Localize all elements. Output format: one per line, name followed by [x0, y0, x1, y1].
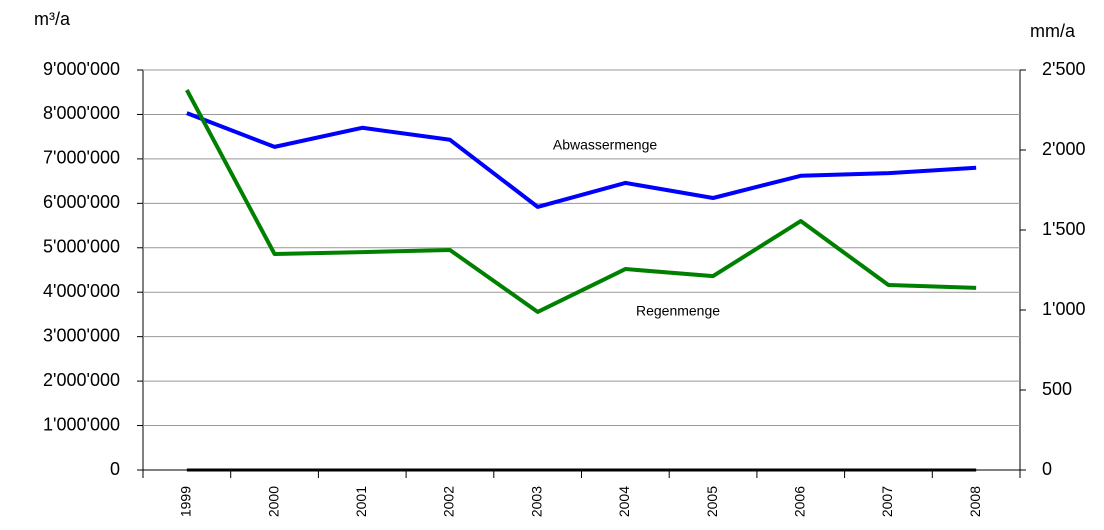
y-tick-label: 0 [110, 459, 120, 479]
x-tick-label: 2002 [441, 486, 457, 517]
x-tick-label: 2000 [265, 486, 281, 517]
y-tick-label: 3'000'000 [43, 325, 120, 345]
y-axis-label: m³/a [34, 9, 71, 29]
y-tick-label: 5'000'000 [43, 237, 120, 257]
y2-tick-label: 2'000 [1042, 139, 1085, 159]
series-line [186, 111, 977, 209]
x-tick-label: 2001 [353, 486, 369, 517]
series-line [185, 89, 977, 314]
y2-tick-label: 500 [1042, 379, 1072, 399]
x-tick-label: 2005 [704, 486, 720, 517]
x-tick-label: 2004 [616, 486, 632, 517]
y2-tick-label: 1'500 [1042, 219, 1085, 239]
x-tick-label: 2008 [967, 486, 983, 517]
y2-tick-label: 1'000 [1042, 299, 1085, 319]
y-tick-label: 7'000'000 [43, 148, 120, 168]
x-tick-label: 2006 [791, 486, 807, 517]
y-tick-label: 8'000'000 [43, 103, 120, 123]
series-label: Regenmenge [636, 303, 720, 319]
y-tick-label: 6'000'000 [43, 192, 120, 212]
y2-axis-label: mm/a [1030, 21, 1076, 41]
y-tick-label: 2'000'000 [43, 370, 120, 390]
x-tick-label: 1999 [178, 486, 194, 517]
y2-tick-label: 2'500 [1042, 59, 1085, 79]
y-tick-label: 9'000'000 [43, 59, 120, 79]
series-label: Abwassermenge [553, 137, 657, 153]
y2-tick-label: 0 [1042, 459, 1052, 479]
y-tick-label: 1'000'000 [43, 414, 120, 434]
y-tick-label: 4'000'000 [43, 281, 120, 301]
x-tick-label: 2003 [528, 486, 544, 517]
x-tick-label: 2007 [879, 486, 895, 517]
